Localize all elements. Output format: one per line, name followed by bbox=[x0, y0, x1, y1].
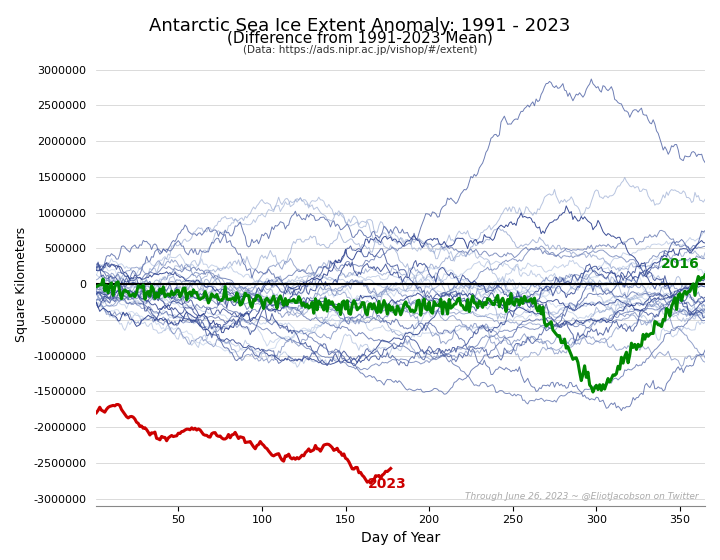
Text: 2023: 2023 bbox=[368, 477, 407, 491]
Text: Antarctic Sea Ice Extent Anomaly: 1991 - 2023: Antarctic Sea Ice Extent Anomaly: 1991 -… bbox=[149, 17, 571, 35]
Text: (Data: https://ads.nipr.ac.jp/vishop/#/extent): (Data: https://ads.nipr.ac.jp/vishop/#/e… bbox=[243, 45, 477, 55]
X-axis label: Day of Year: Day of Year bbox=[361, 531, 441, 545]
Y-axis label: Square Kilometers: Square Kilometers bbox=[15, 227, 28, 342]
Text: (Difference from 1991-2023 Mean): (Difference from 1991-2023 Mean) bbox=[227, 31, 493, 46]
Text: Through June 26, 2023 ~ @EliotJacobson on Twitter: Through June 26, 2023 ~ @EliotJacobson o… bbox=[465, 492, 699, 501]
Text: 2016: 2016 bbox=[661, 256, 700, 270]
